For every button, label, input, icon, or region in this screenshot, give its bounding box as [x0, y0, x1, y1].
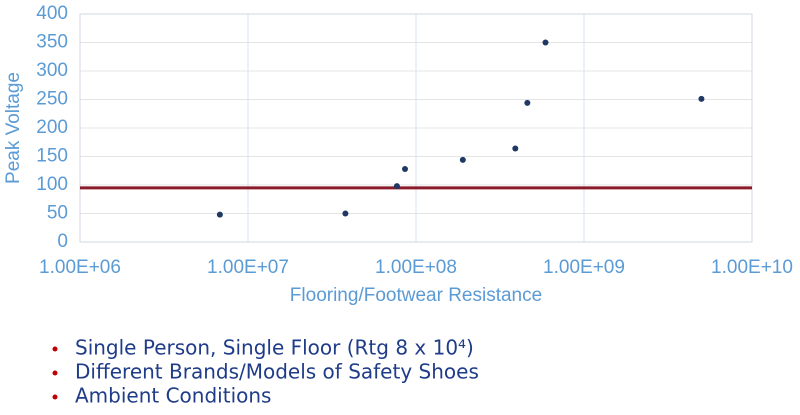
point — [698, 95, 705, 102]
point — [393, 183, 400, 190]
point — [542, 39, 549, 46]
y-tick-label: 400 — [36, 3, 68, 24]
y-tick-label: 300 — [36, 60, 68, 81]
point — [512, 145, 519, 152]
plot-border — [79, 13, 753, 243]
bullet-text: Ambient Conditions — [75, 384, 271, 408]
x-axis-title: Flooring/Footwear Resistance — [290, 285, 542, 306]
y-tick-label: 350 — [36, 32, 68, 53]
point — [342, 210, 349, 217]
y-tick-label: 0 — [57, 231, 68, 252]
point — [524, 99, 531, 106]
point — [459, 156, 466, 163]
bullet-text: Single Person, Single Floor (Rtg 8 x 10⁴… — [75, 336, 474, 360]
y-tick-label: 50 — [47, 203, 68, 224]
x-tick-label: 1.00E+08 — [375, 257, 457, 278]
point — [216, 211, 223, 218]
x-tick-label: 1.00E+09 — [543, 257, 625, 278]
x-tick-label: 1.00E+10 — [711, 257, 793, 278]
bullet-dot — [52, 394, 58, 400]
y-tick-label: 100 — [36, 174, 68, 195]
y-tick-label: 250 — [36, 89, 68, 110]
y-axis-title: Peak Voltage — [3, 72, 24, 184]
y-tick-label: 200 — [36, 117, 68, 138]
point — [401, 166, 408, 173]
bullet-text: Different Brands/Models of Safety Shoes — [75, 360, 479, 384]
x-tick-label: 1.00E+06 — [39, 257, 121, 278]
bullet-dot — [52, 370, 58, 376]
bullet-dot — [52, 346, 58, 352]
x-tick-label: 1.00E+07 — [207, 257, 289, 278]
y-tick-label: 150 — [36, 146, 68, 167]
